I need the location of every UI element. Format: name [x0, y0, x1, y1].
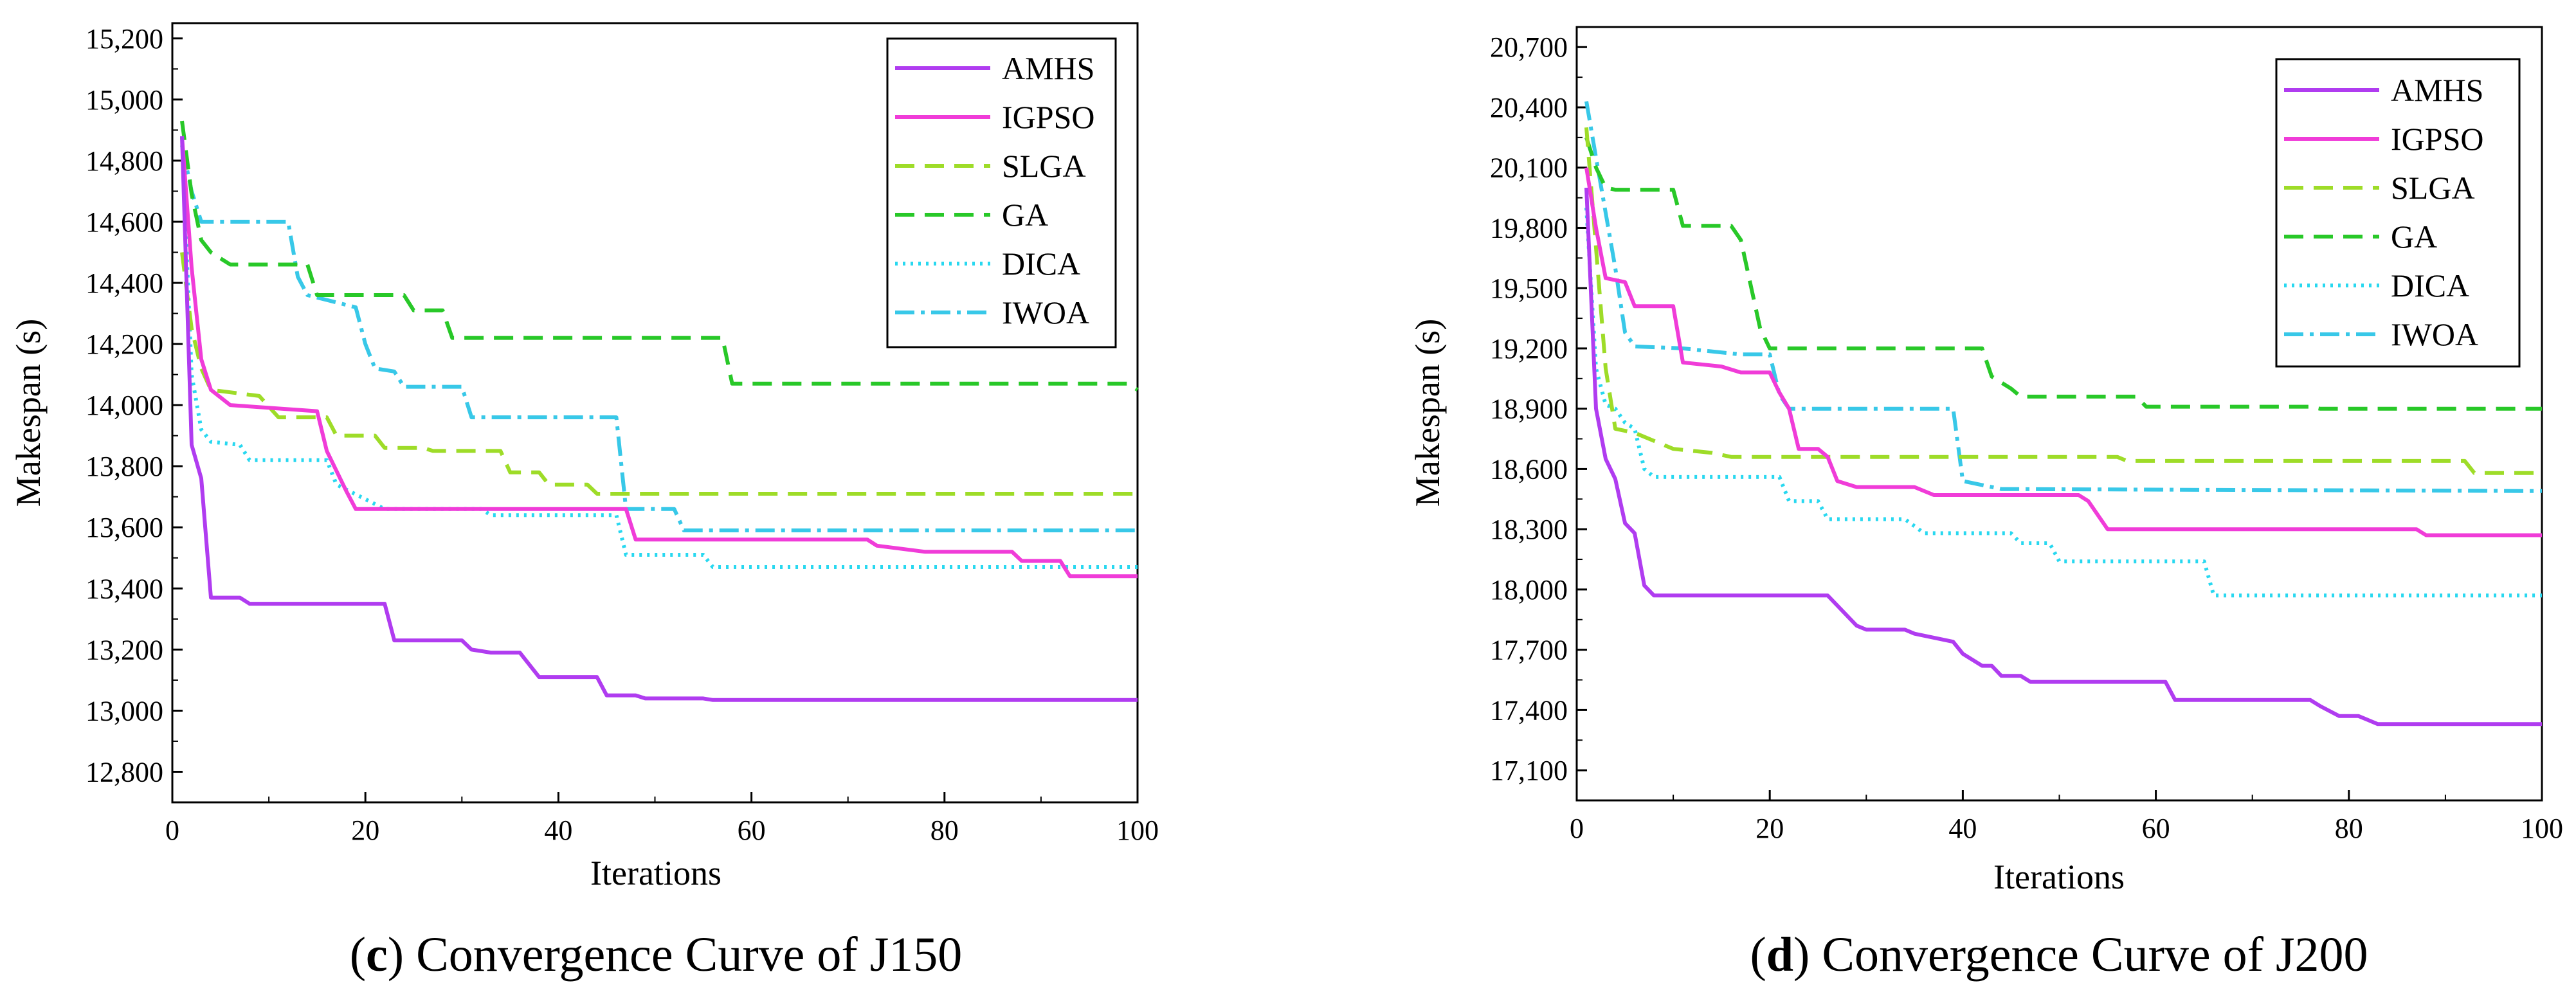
y-tick-label: 15,200: [86, 23, 163, 55]
caption-text-d: ) Convergence Curve of J200: [1793, 928, 2368, 982]
y-tick-label: 18,600: [1490, 453, 1568, 485]
y-tick-label: 13,800: [86, 451, 163, 482]
series-line-igpso: [180, 136, 1138, 579]
x-tick-label: 20: [351, 815, 379, 846]
legend-label-amhs: AMHS: [2391, 72, 2483, 108]
y-axis-title-d: Makespan (s): [1408, 319, 1447, 507]
axis-ticks-d: 0 20 40 60 80 100 17,100 17,400 17,700 18,000 18,3…: [1490, 32, 2563, 844]
x-tick-label: 100: [2521, 813, 2563, 844]
caption-open-paren-d: (: [1750, 928, 1766, 982]
legend-label-ga: GA: [1002, 197, 1048, 233]
legend-label-igpso: IGPSO: [2391, 121, 2483, 157]
x-tick-label: 80: [2335, 813, 2363, 844]
x-tick-label: 40: [544, 815, 572, 846]
y-tick-label: 15,000: [86, 84, 163, 116]
y-tick-label: 13,400: [86, 573, 163, 604]
y-tick-label: 14,600: [86, 206, 163, 238]
y-tick-label: 14,400: [86, 267, 163, 299]
series-line-ga: [1584, 136, 2542, 411]
series-line-iwoa: [180, 145, 1138, 532]
x-tick-label: 0: [1570, 813, 1584, 844]
y-tick-label: 20,100: [1490, 152, 1568, 184]
y-tick-label: 20,700: [1490, 32, 1568, 63]
x-axis-title-d: Iterations: [1993, 858, 2125, 896]
y-tick-label: 14,200: [86, 329, 163, 360]
series-line-ga: [180, 120, 1139, 392]
y-tick-label: 13,600: [86, 512, 163, 543]
y-tick-label: 17,100: [1490, 755, 1568, 786]
x-tick-label: 40: [1948, 813, 1977, 844]
legend-label-amhs: AMHS: [1002, 50, 1094, 86]
series-line-dica: [180, 136, 1138, 569]
y-tick-label: 19,800: [1490, 212, 1568, 244]
caption-letter-c: c: [366, 928, 388, 982]
y-tick-label: 17,400: [1490, 694, 1568, 726]
y-tick-label: 17,700: [1490, 635, 1568, 666]
chart-panel-c: 0 20 40 60 80 100 12,800 13,000 13,200 13,400 13,6…: [9, 22, 1159, 982]
x-tick-label: 80: [930, 815, 959, 846]
series-line-amhs: [180, 136, 1138, 702]
series-line-slga: [1584, 127, 2542, 475]
y-tick-label: 19,500: [1490, 273, 1568, 304]
x-tick-label: 60: [738, 815, 766, 846]
y-axis-title-c: Makespan (s): [9, 319, 48, 507]
y-tick-label: 13,200: [86, 634, 163, 665]
series-line-amhs: [1584, 187, 2542, 726]
legend-box-c: [886, 37, 1117, 348]
axis-ticks-c: 0 20 40 60 80 100 12,800 13,000 13,200 13,400 13,6…: [86, 23, 1159, 846]
y-tick-label: 14,000: [86, 390, 163, 421]
x-tick-label: 20: [1755, 813, 1784, 844]
series-layer-c: [180, 120, 1139, 702]
y-tick-label: 13,000: [86, 695, 163, 726]
y-tick-label: 19,200: [1490, 333, 1568, 365]
legend-label-dica: DICA: [2391, 267, 2469, 303]
legend-label-slga: SLGA: [1002, 148, 1086, 184]
legend-label-iwoa: IWOA: [2391, 316, 2478, 352]
y-tick-label: 14,800: [86, 145, 163, 177]
y-tick-label: 18,000: [1490, 574, 1568, 606]
legend-label-igpso: IGPSO: [1002, 99, 1094, 135]
series-layer-d: [1584, 101, 2543, 726]
caption-c: (c) Convergence Curve of J150: [350, 928, 963, 982]
legend-c: AMHS IGPSO SLGA GA DICA IWOA: [886, 37, 1117, 348]
caption-d: (d) Convergence Curve of J200: [1750, 928, 2368, 982]
legend-label-slga: SLGA: [2391, 170, 2475, 206]
y-tick-label: 20,400: [1490, 92, 1568, 123]
legend-label-iwoa: IWOA: [1002, 294, 1089, 330]
y-tick-label: 18,900: [1490, 393, 1568, 425]
caption-open-paren-c: (: [350, 928, 366, 982]
x-tick-label: 60: [2142, 813, 2170, 844]
series-line-dica: [1584, 208, 2542, 598]
legend-items-c: AMHS IGPSO SLGA GA DICA IWOA: [895, 50, 1094, 330]
legend-items-d: AMHS IGPSO SLGA GA DICA IWOA: [2284, 72, 2483, 352]
caption-letter-d: d: [1766, 928, 1793, 982]
x-tick-label: 100: [1116, 815, 1159, 846]
legend-label-dica: DICA: [1002, 246, 1080, 282]
x-tick-label: 0: [165, 815, 179, 846]
series-line-slga: [180, 252, 1138, 496]
legend-d: AMHS IGPSO SLGA GA DICA IWOA: [2275, 58, 2521, 368]
x-axis-title-c: Iterations: [590, 854, 721, 892]
legend-box-d: [2275, 58, 2521, 368]
y-tick-label: 12,800: [86, 756, 163, 788]
series-line-igpso: [1584, 167, 2542, 537]
caption-text-c: ) Convergence Curve of J150: [388, 928, 962, 982]
chart-panel-d: 0 20 40 60 80 100 17,100 17,400 17,700 18,000 18,3…: [1408, 26, 2563, 982]
y-tick-label: 18,300: [1490, 514, 1568, 545]
legend-label-ga: GA: [2391, 219, 2437, 255]
